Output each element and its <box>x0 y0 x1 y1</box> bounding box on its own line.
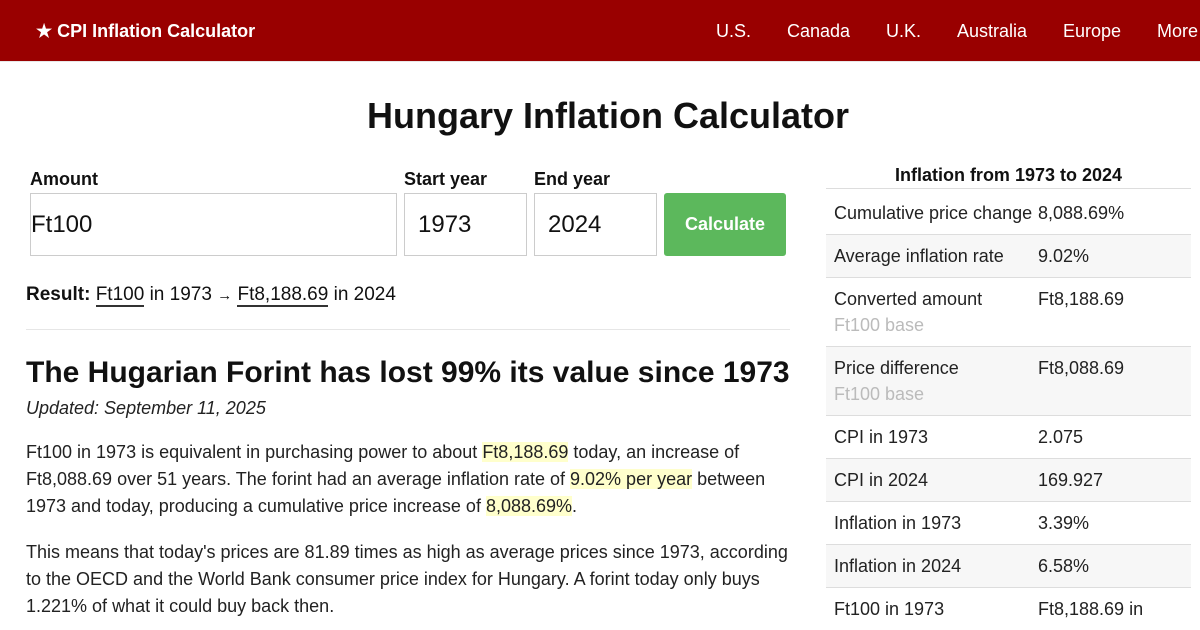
page-title: Hungary Inflation Calculator <box>366 95 850 136</box>
p1-text-1: Ft100 in 1973 is equivalent in purchasin… <box>26 442 483 462</box>
row-value: 169.927 <box>1038 470 1104 490</box>
row-label: Average inflation rate <box>834 246 1004 266</box>
row-label: CPI in 1973 <box>834 427 929 447</box>
row-value: 6.58% <box>1038 556 1090 576</box>
result-to-year: in 2024 <box>333 284 396 305</box>
result-line: Result: Ft100 in 1973 → Ft8,188.69 in 20… <box>26 283 396 308</box>
main-nav: U.S. Canada U.K. Australia Europe More <box>0 20 1200 42</box>
highlight-converted: Ft8,188.69 <box>482 442 569 462</box>
row-label: CPI in 2024 <box>834 470 929 490</box>
table-row: Inflation in 2024 6.58% <box>826 545 1191 588</box>
end-year-input[interactable] <box>534 193 657 256</box>
end-year-label: End year <box>534 169 611 189</box>
row-label: Ft100 in 1973 <box>834 599 945 619</box>
nav-canada[interactable]: Canada <box>787 21 851 41</box>
summary-title: Inflation from 1973 to 2024 <box>826 160 1191 189</box>
highlight-cumulative: 8,088.69% <box>485 496 573 516</box>
p1-text-2: today, an increase of Ft8,088.69 over 51… <box>26 442 740 489</box>
row-sublabel: Ft100 base <box>834 384 925 404</box>
highlight-rate: 9.02% per year <box>570 469 693 489</box>
result-from-amount[interactable]: Ft100 <box>95 284 145 307</box>
row-label: Inflation in 2024 <box>834 556 962 576</box>
summary-paragraph: Ft100 in 1973 is equivalent in purchasin… <box>26 439 800 520</box>
start-year-label: Start year <box>404 169 488 189</box>
table-row: Converted amount Ft100 base Ft8,188.69 <box>826 278 1191 347</box>
row-value: 9.02% <box>1038 246 1090 266</box>
table-row: CPI in 2024 169.927 <box>826 459 1191 502</box>
updated-date: Updated: September 11, 2025 <box>26 398 266 418</box>
table-row: CPI in 1973 2.075 <box>826 416 1191 459</box>
amount-input[interactable] <box>30 193 397 256</box>
table-row: Price difference Ft100 base Ft8,088.69 <box>826 347 1191 416</box>
nav-australia[interactable]: Australia <box>957 21 1028 41</box>
row-value: Ft8,188.69 in <box>1038 599 1144 619</box>
row-value: 3.39% <box>1038 513 1090 533</box>
explanation-paragraph: This means that today's prices are 81.89… <box>26 542 788 616</box>
p1-text-4: . <box>572 496 578 516</box>
table-row: Ft100 in 1973 Ft8,188.69 in <box>826 588 1191 630</box>
result-from-year: in 1973 <box>149 284 212 305</box>
result-to-amount[interactable]: Ft8,188.69 <box>237 284 329 307</box>
table-row: Inflation in 1973 3.39% <box>826 502 1191 545</box>
start-year-input[interactable] <box>404 193 527 256</box>
row-value: 2.075 <box>1038 427 1084 447</box>
row-value: Ft8,088.69 <box>1038 358 1125 378</box>
top-navbar: ★ CPI Inflation Calculator U.S. Canada U… <box>0 0 1200 62</box>
row-sublabel: Ft100 base <box>834 315 925 335</box>
amount-label: Amount <box>30 169 98 189</box>
nav-us[interactable]: U.S. <box>716 21 752 41</box>
nav-more[interactable]: More <box>1157 21 1199 41</box>
row-label: Cumulative price change <box>834 203 1033 223</box>
row-label: Price difference <box>834 358 959 378</box>
p1-text-3: between 1973 and today, producing a cumu… <box>26 469 766 516</box>
table-row: Average inflation rate 9.02% <box>826 235 1191 278</box>
result-label: Result: <box>26 284 91 305</box>
row-label: Inflation in 1973 <box>834 513 962 533</box>
article-heading: The Hugarian Forint has lost 99% its val… <box>26 356 790 389</box>
calculate-button[interactable]: Calculate <box>664 193 786 256</box>
inflation-summary-table: Inflation from 1973 to 2024 Cumulative p… <box>826 160 1191 630</box>
brand-logo-link[interactable]: ★ CPI Inflation Calculator <box>36 21 256 41</box>
row-value: 8,088.69% <box>1038 203 1125 223</box>
table-row: Cumulative price change 8,088.69% <box>826 189 1191 235</box>
arrow-icon: → <box>217 287 233 304</box>
row-value: Ft8,188.69 <box>1038 289 1125 309</box>
row-label: Converted amount <box>834 289 983 309</box>
section-divider <box>26 329 790 330</box>
nav-europe[interactable]: Europe <box>1063 21 1122 41</box>
nav-uk[interactable]: U.K. <box>886 21 922 41</box>
